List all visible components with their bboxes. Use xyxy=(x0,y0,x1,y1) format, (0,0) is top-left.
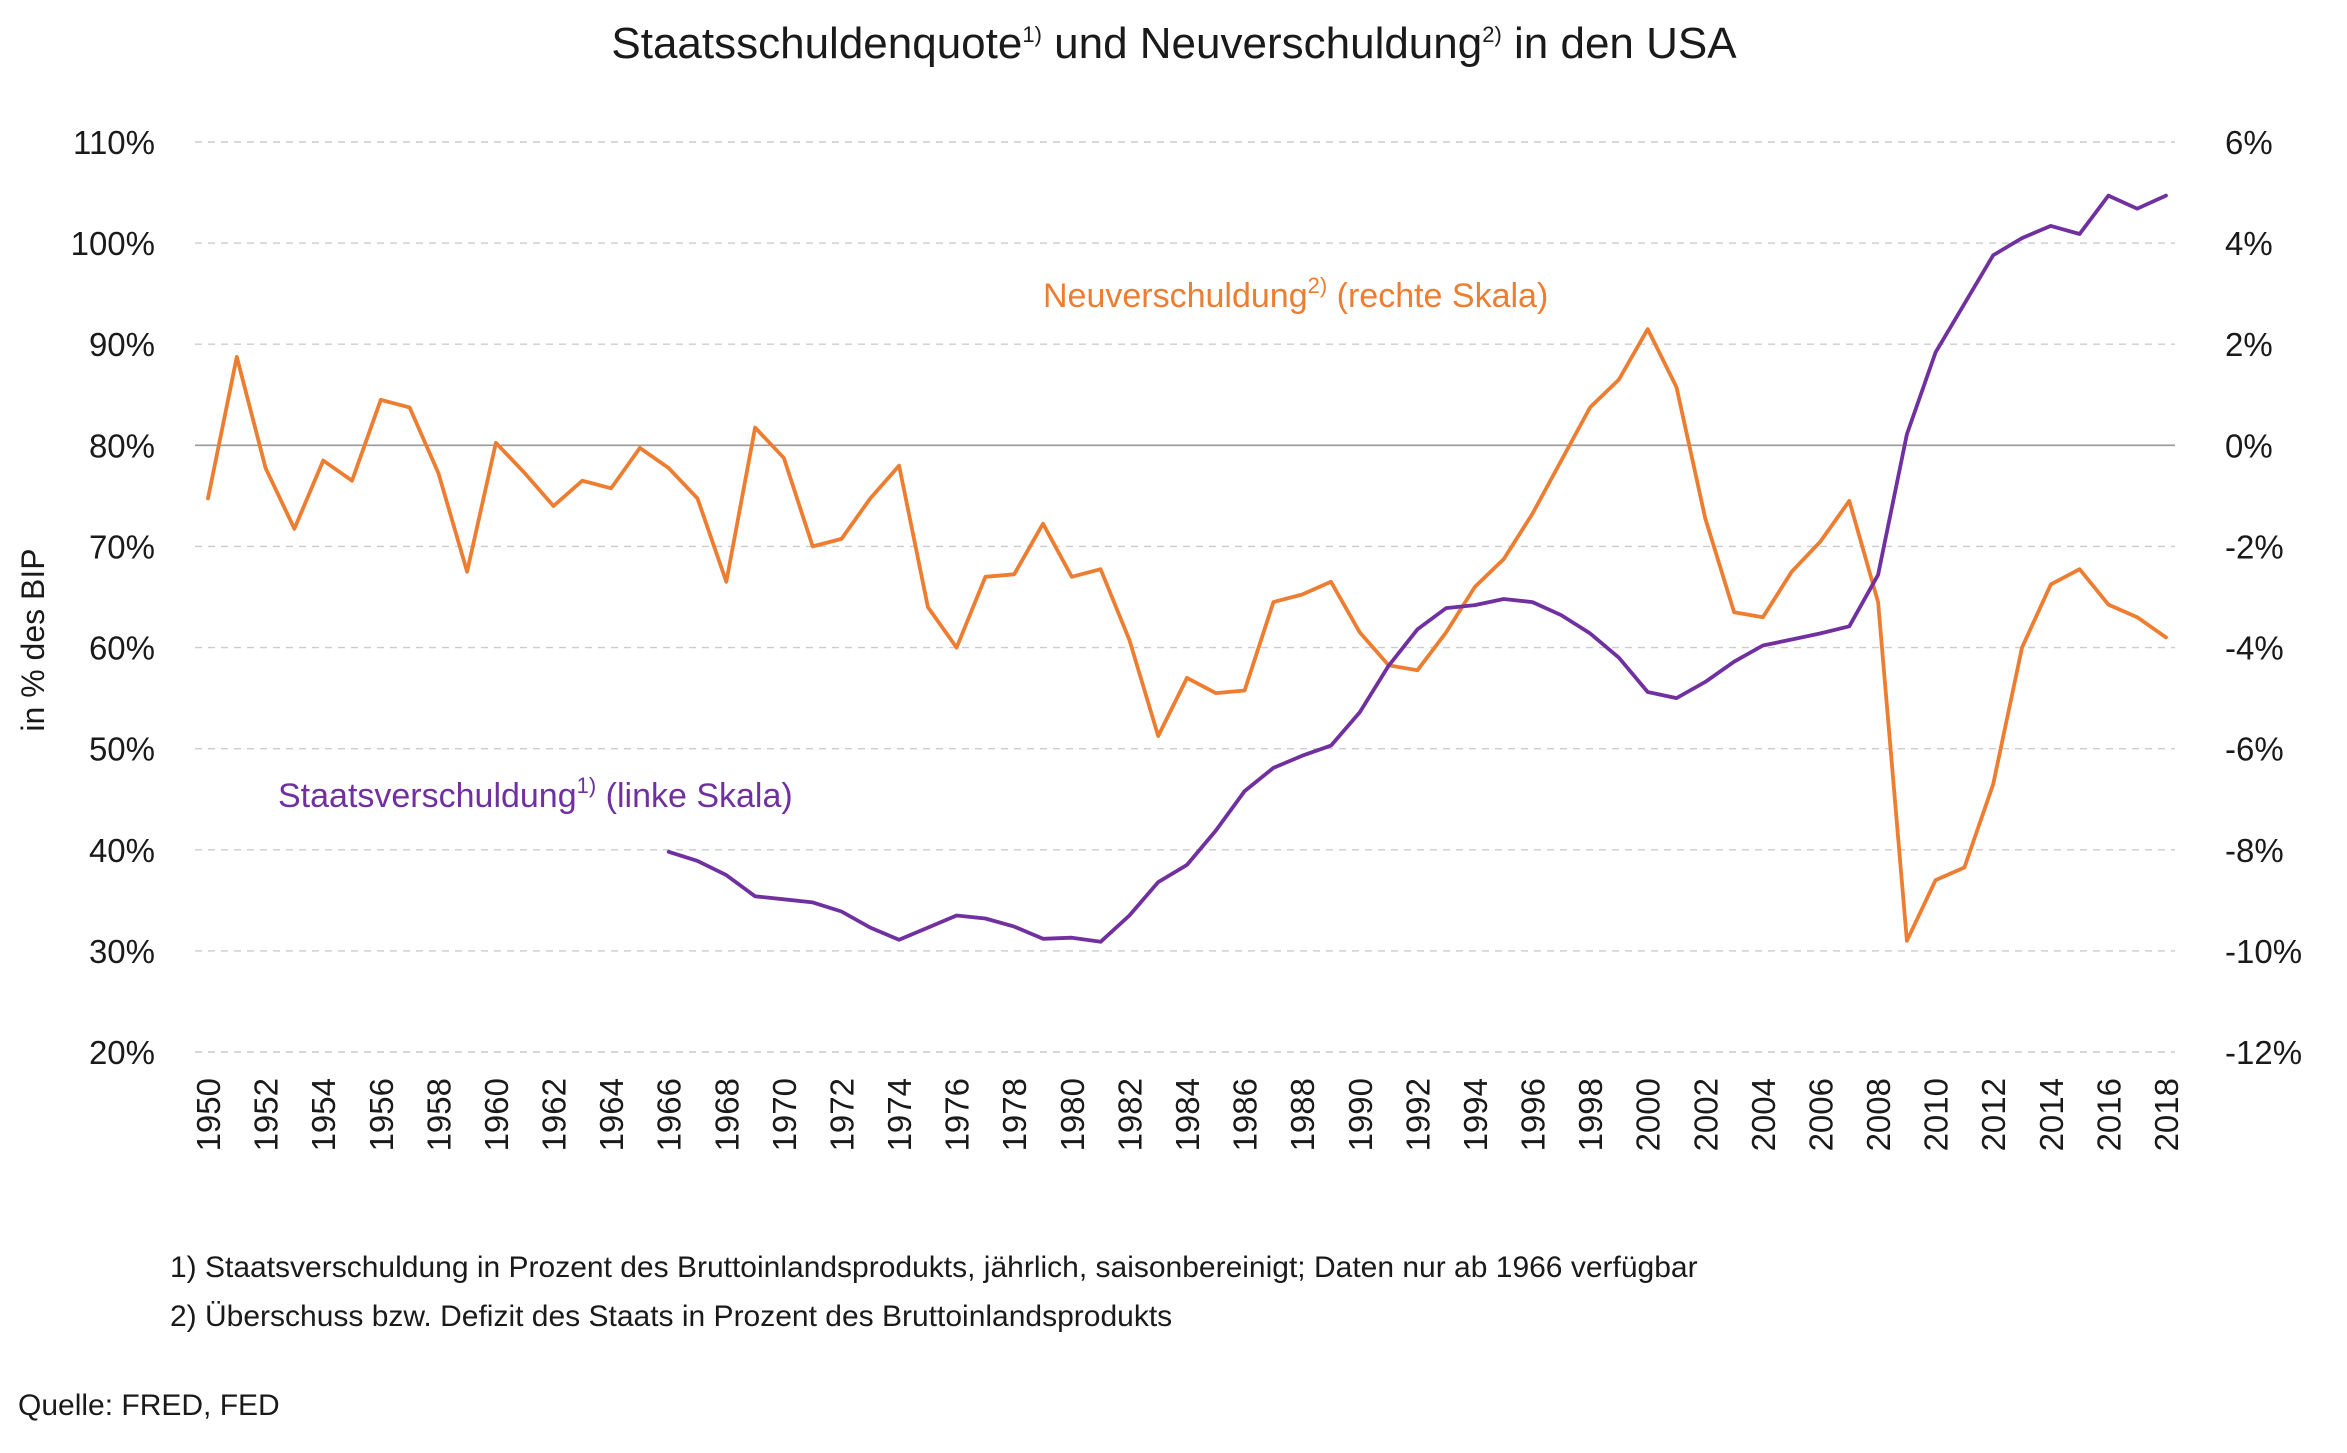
label-neu-text: Neuverschuldung xyxy=(1043,277,1308,315)
label-staat-text: Staatsverschuldung xyxy=(278,777,577,815)
x-tick-label: 2016 xyxy=(2090,1078,2127,1151)
x-tick-label: 1982 xyxy=(1111,1078,1148,1151)
x-tick-label: 1954 xyxy=(305,1078,342,1151)
x-tick-label: 1968 xyxy=(708,1078,745,1151)
series-staatsverschuldung-line xyxy=(666,193,2168,944)
x-axis-ticks: 1950 1952 1954 1956 1958 1960 1962 1964 1966 1968… xyxy=(190,1078,2185,1151)
x-tick-label: 1980 xyxy=(1054,1078,1091,1151)
x-tick-label: 1996 xyxy=(1515,1078,1552,1151)
x-tick-label: 2010 xyxy=(1918,1078,1955,1151)
label-staat-scale: (linke Skala) xyxy=(596,777,793,815)
x-tick-label: 1966 xyxy=(651,1078,688,1151)
y-right-tick-label: -4% xyxy=(2225,630,2284,667)
x-tick-label: 1962 xyxy=(536,1078,573,1151)
x-tick-label: 1992 xyxy=(1399,1078,1436,1151)
x-tick-label: 1950 xyxy=(190,1078,227,1151)
y-left-axis-label: in % des BIP xyxy=(15,548,51,731)
y-right-tick-label: 2% xyxy=(2225,326,2273,363)
y-left-tick-label: 30% xyxy=(89,933,155,970)
y-left-tick-label: 20% xyxy=(89,1034,155,1071)
x-tick-label: 1970 xyxy=(766,1078,803,1151)
y-left-tick-label: 40% xyxy=(89,832,155,869)
y-left-tick-label: 90% xyxy=(89,326,155,363)
footnote-2: 2) Überschuss bzw. Defizit des Staats in… xyxy=(170,1300,1172,1333)
x-tick-label: 1988 xyxy=(1284,1078,1321,1151)
x-tick-label: 2000 xyxy=(1630,1078,1667,1151)
x-tick-label: 1990 xyxy=(1342,1078,1379,1151)
series-neuverschuldung-line xyxy=(206,327,2168,943)
y-right-tick-label: -2% xyxy=(2225,528,2284,565)
footnote-1: 1) Staatsverschuldung in Prozent des Bru… xyxy=(170,1251,1698,1284)
x-tick-label: 2004 xyxy=(1745,1078,1782,1151)
label-neu-sup: 2) xyxy=(1308,273,1328,298)
y-left-tick-label: 60% xyxy=(89,630,155,667)
grid-lines xyxy=(195,141,2175,1053)
y-right-tick-label: -6% xyxy=(2225,731,2284,768)
right-axis-ticks: -12% -10% -8% -6% -4% -2% 0% 2% 4% 6% xyxy=(2225,124,2302,1071)
title-sup1: 1) xyxy=(1022,22,1042,47)
x-tick-label: 1984 xyxy=(1169,1078,1206,1151)
y-left-tick-label: 110% xyxy=(73,124,155,161)
x-tick-label: 1956 xyxy=(363,1078,400,1151)
x-tick-label: 1974 xyxy=(881,1078,918,1151)
title-part3: in den USA xyxy=(1502,19,1737,68)
title-part1: Staatsschuldenquote xyxy=(611,19,1022,68)
x-tick-label: 2014 xyxy=(2033,1078,2070,1151)
y-right-tick-label: -10% xyxy=(2225,933,2302,970)
x-tick-label: 1994 xyxy=(1457,1078,1494,1151)
y-left-tick-label: 70% xyxy=(89,528,155,565)
y-right-tick-label: 4% xyxy=(2225,225,2273,262)
x-tick-label: 1986 xyxy=(1227,1078,1264,1151)
x-tick-label: 1958 xyxy=(420,1078,457,1151)
x-tick-label: 2006 xyxy=(1802,1078,1839,1151)
y-left-tick-label: 100% xyxy=(71,225,155,262)
title-part2: und Neuverschuldung xyxy=(1042,19,1482,68)
x-tick-label: 1960 xyxy=(478,1078,515,1151)
x-tick-label: 1964 xyxy=(593,1078,630,1151)
series-lines xyxy=(206,193,2168,944)
source-note: Quelle: FRED, FED xyxy=(18,1389,280,1422)
x-tick-label: 1976 xyxy=(939,1078,976,1151)
x-tick-label: 2002 xyxy=(1687,1078,1724,1151)
x-tick-label: 1978 xyxy=(996,1078,1033,1151)
x-tick-label: 2012 xyxy=(1975,1078,2012,1151)
y-right-tick-label: -8% xyxy=(2225,832,2284,869)
x-tick-label: 2018 xyxy=(2148,1078,2185,1151)
x-tick-label: 1972 xyxy=(823,1078,860,1151)
y-left-tick-label: 50% xyxy=(89,731,155,768)
label-neuverschuldung: Neuverschuldung2) (rechte Skala) xyxy=(1043,273,1548,315)
label-staat-sup: 1) xyxy=(577,773,597,798)
title-sup2: 2) xyxy=(1482,22,1502,47)
x-tick-label: 1998 xyxy=(1572,1078,1609,1151)
x-tick-label: 2008 xyxy=(1860,1078,1897,1151)
chart-title: Staatsschuldenquote1) und Neuverschuldun… xyxy=(611,19,1737,68)
x-tick-label: 1952 xyxy=(248,1078,285,1151)
label-staatsverschuldung: Staatsverschuldung1) (linke Skala) xyxy=(278,773,793,815)
left-axis-ticks: 20% 30% 40% 50% 60% 70% 80% 90% 100% 110% xyxy=(71,124,155,1071)
y-right-tick-label: -12% xyxy=(2225,1034,2302,1071)
y-left-tick-label: 80% xyxy=(89,427,155,464)
y-right-tick-label: 6% xyxy=(2225,124,2273,161)
label-neu-scale: (rechte Skala) xyxy=(1327,277,1548,315)
y-right-tick-label: 0% xyxy=(2225,427,2273,464)
